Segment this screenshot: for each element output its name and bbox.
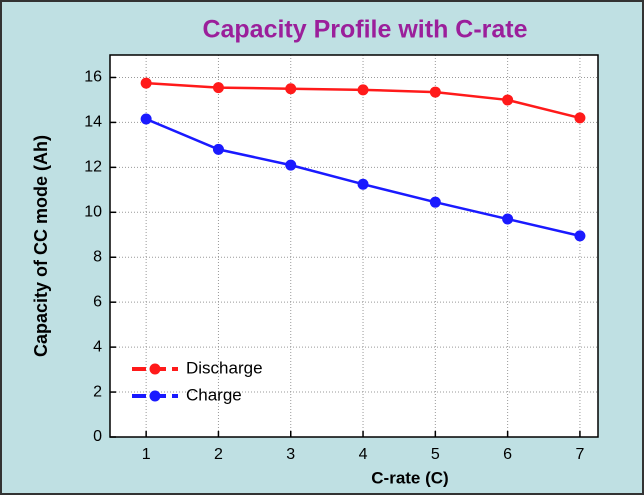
x-tick-label: 2 <box>214 446 223 463</box>
y-tick-label: 4 <box>93 338 102 355</box>
y-tick-label: 14 <box>84 114 102 131</box>
x-axis-label: C-rate (C) <box>371 468 448 487</box>
x-tick-label: 3 <box>286 446 295 463</box>
data-point <box>357 84 369 96</box>
y-tick-label: 0 <box>93 428 102 445</box>
legend-marker <box>149 390 161 402</box>
x-tick-label: 1 <box>142 446 151 463</box>
data-point <box>140 77 152 89</box>
data-point <box>502 94 514 106</box>
y-tick-label: 16 <box>84 69 102 86</box>
data-point <box>285 159 297 171</box>
legend-label: Discharge <box>186 358 263 377</box>
legend-marker <box>149 363 161 375</box>
x-tick-label: 5 <box>431 446 440 463</box>
data-point <box>574 112 586 124</box>
data-point <box>429 196 441 208</box>
y-tick-label: 2 <box>93 383 102 400</box>
chart-title: Capacity Profile with C-rate <box>202 16 527 44</box>
legend-label: Charge <box>186 385 242 404</box>
x-tick-label: 4 <box>359 446 368 463</box>
plot-frame <box>109 54 599 438</box>
data-point <box>212 82 224 94</box>
y-tick-label: 6 <box>93 293 102 310</box>
y-tick-label: 10 <box>84 204 102 221</box>
data-point <box>212 143 224 155</box>
y-axis-label: Capacity of CC mode (Ah) <box>31 135 51 357</box>
y-tick-label: 12 <box>84 159 102 176</box>
data-point <box>140 113 152 125</box>
y-tick-label: 8 <box>93 248 102 265</box>
x-tick-label: 6 <box>503 446 512 463</box>
data-point <box>357 178 369 190</box>
data-point <box>502 213 514 225</box>
data-point <box>429 86 441 98</box>
data-point <box>574 230 586 242</box>
plot-area <box>110 55 598 437</box>
data-point <box>285 83 297 95</box>
x-tick-label: 7 <box>575 446 584 463</box>
